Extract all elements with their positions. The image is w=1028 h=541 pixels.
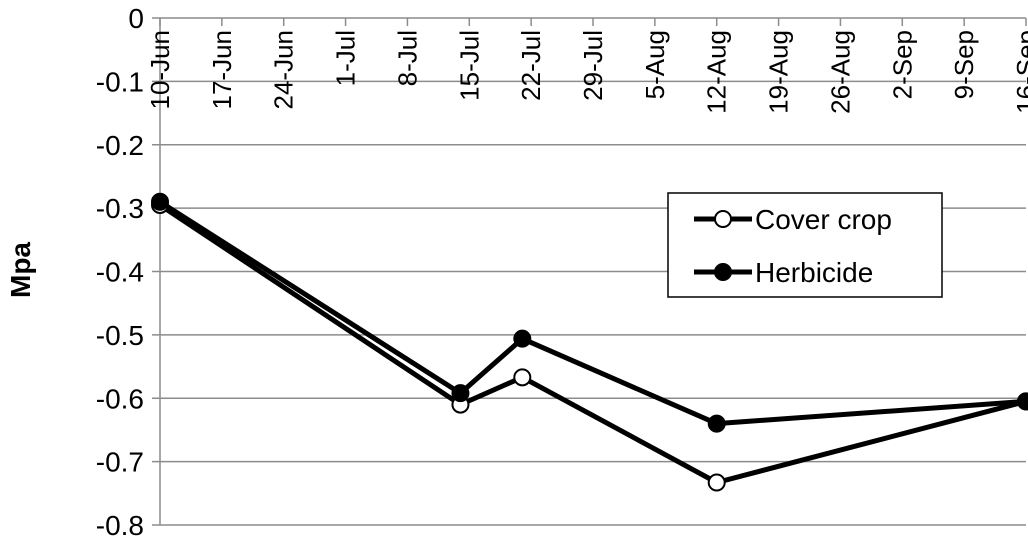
data-point xyxy=(451,384,470,403)
x-tick-label: 1-Jul xyxy=(331,30,361,86)
y-tick-label: -0.1 xyxy=(96,66,144,97)
y-tick-label: -0.3 xyxy=(96,193,144,224)
legend-box xyxy=(667,192,943,298)
y-tick-labels: 0 -0.1 -0.2 -0.3 -0.4 -0.5 -0.6 -0.7 -0.8 xyxy=(96,3,144,541)
legend-item-herbicide: Herbicide xyxy=(694,257,873,288)
y-tick-label: -0.7 xyxy=(96,447,144,478)
legend-open-circle-marker xyxy=(714,210,732,228)
data-point xyxy=(151,192,169,211)
x-tick-label: 12-Aug xyxy=(702,30,732,114)
data-point xyxy=(1017,392,1028,411)
y-tick-label: 0 xyxy=(128,3,144,34)
x-tick-label: 29-Jul xyxy=(578,30,608,101)
legend-label-herbicide: Herbicide xyxy=(755,257,873,288)
data-point xyxy=(513,329,532,348)
y-axis-label: Mpa xyxy=(5,242,36,298)
y-axis-label-text: Mpa xyxy=(5,242,36,298)
y-tick-label: -0.5 xyxy=(96,320,144,351)
legend: Cover crop Herbicide xyxy=(667,192,943,298)
x-tick-labels: 10-Jun 17-Jun 24-Jun 1-Jul 8-Jul 15-Jul 22-Jul… xyxy=(145,30,1028,114)
y-tick-label: -0.4 xyxy=(96,257,144,288)
x-tick-label: 15-Jul xyxy=(454,30,484,101)
data-point xyxy=(513,368,532,387)
x-tick-label: 22-Jul xyxy=(516,30,546,101)
x-tick-label: 24-Jun xyxy=(269,30,299,110)
data-point xyxy=(707,473,726,492)
legend-item-cover-crop: Cover crop xyxy=(694,204,892,235)
y-tick-label: -0.8 xyxy=(96,510,144,541)
x-tick-label: 10-Jun xyxy=(145,30,175,110)
series xyxy=(151,192,1028,492)
x-tick-label: 2-Sep xyxy=(887,30,917,99)
x-tick-label: 8-Jul xyxy=(392,30,422,86)
x-tick-label: 9-Sep xyxy=(949,30,979,99)
x-tick-label: 19-Aug xyxy=(764,30,794,114)
x-tick-label: 5-Aug xyxy=(640,30,670,99)
y-tick-label: -0.2 xyxy=(96,130,144,161)
data-point xyxy=(707,414,726,433)
x-tick-label: 16-Sep xyxy=(1011,30,1028,114)
y-tick-label: -0.6 xyxy=(96,383,144,414)
gridlines xyxy=(160,17,1026,526)
x-tick-label: 17-Jun xyxy=(207,30,237,110)
legend-label-cover-crop: Cover crop xyxy=(755,204,892,235)
x-tick-label: 26-Aug xyxy=(825,30,855,114)
legend-filled-circle-marker xyxy=(714,263,732,281)
